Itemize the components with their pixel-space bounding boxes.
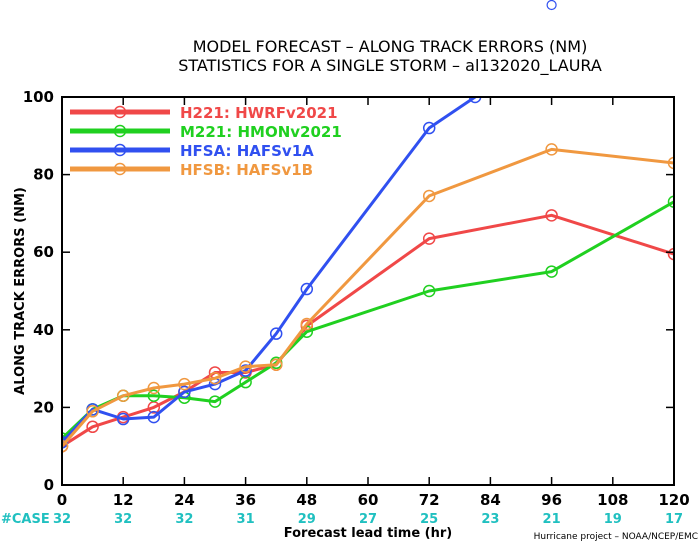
- data-point: [86, 420, 99, 434]
- y-tick-label: 0: [44, 476, 54, 494]
- data-point: [116, 412, 130, 426]
- x-tick-label: 0: [57, 491, 67, 509]
- legend-label: HFSA: HAFSv1A: [180, 142, 314, 160]
- case-count: 17: [665, 512, 683, 527]
- case-count: 32: [175, 512, 193, 527]
- data-point: [269, 327, 283, 340]
- data-point: [147, 410, 161, 424]
- y-tick-label: 40: [33, 321, 54, 339]
- y-tick-label: 80: [33, 166, 54, 184]
- case-count: 23: [481, 512, 499, 527]
- x-tick-label: 96: [541, 491, 562, 509]
- legend-marker: [113, 105, 127, 119]
- x-tick-label: 36: [235, 491, 256, 509]
- data-point: [147, 389, 161, 403]
- legend-label: H221: HWRFv2021: [180, 104, 338, 122]
- data-point: [147, 381, 161, 395]
- data-point: [545, 209, 558, 222]
- x-tick-label: 108: [597, 491, 628, 509]
- legend-marker: [113, 162, 127, 176]
- data-point: [468, 97, 482, 104]
- legend-label: M221: HMONv2021: [180, 123, 342, 141]
- y-tick-label: 100: [23, 88, 54, 106]
- data-point: [178, 377, 191, 391]
- data-point: [300, 317, 314, 331]
- data-point: [269, 358, 283, 371]
- data-point: [422, 121, 436, 135]
- data-point: [116, 389, 130, 403]
- series-layer: [62, 0, 674, 453]
- axes: 0 32 12 32 24 32 36 31 48 29 60 27 72 25 84 23 96 21 108 19…: [23, 88, 690, 527]
- x-axis-label: Forecast lead time (hr): [284, 526, 452, 541]
- legend-marker: [113, 143, 127, 157]
- data-point: [239, 364, 252, 377]
- case-count: 19: [604, 512, 622, 527]
- legend-label: HFSB: HAFSv1B: [180, 161, 313, 179]
- data-point: [422, 284, 436, 298]
- data-point: [422, 189, 436, 203]
- x-tick-label: 24: [174, 491, 195, 509]
- case-count: 32: [53, 512, 71, 527]
- y-axis-label: ALONG TRACK ERRORS (NM): [13, 187, 28, 395]
- data-point: [667, 156, 674, 170]
- x-tick-label: 12: [113, 491, 134, 509]
- data-point: [422, 232, 436, 245]
- chart-subtitle: STATISTICS FOR A SINGLE STORM – al132020…: [178, 56, 602, 76]
- x-tick-label: 60: [358, 491, 379, 509]
- data-point: [545, 265, 558, 278]
- data-point-offscale: [546, 0, 557, 11]
- x-tick-label: 72: [419, 491, 440, 509]
- data-point: [86, 405, 99, 418]
- data-point: [239, 360, 252, 373]
- x-tick-label: 48: [296, 491, 317, 509]
- case-label: #CASE: [1, 512, 50, 527]
- x-tick-label: 120: [658, 491, 689, 509]
- data-point: [62, 436, 69, 449]
- plot-frame: [61, 96, 675, 486]
- data-point: [178, 385, 191, 399]
- x-tick-label: 84: [480, 491, 501, 509]
- case-count: 27: [359, 512, 377, 527]
- data-point: [667, 247, 674, 261]
- y-tick-label: 20: [33, 398, 54, 416]
- series-hfsb: [62, 143, 674, 453]
- series-h221: [62, 209, 674, 453]
- case-count: 31: [237, 512, 255, 527]
- data-point: [208, 395, 222, 408]
- data-point: [300, 282, 314, 296]
- series-line: [62, 200, 674, 440]
- case-count: 25: [420, 512, 438, 527]
- chart-title: MODEL FORECAST – ALONG TRACK ERRORS (NM): [193, 37, 588, 56]
- case-count: 32: [114, 512, 132, 527]
- case-count: 21: [543, 512, 561, 527]
- y-tick-label: 60: [33, 243, 54, 261]
- data-point: [62, 439, 69, 453]
- data-point: [545, 143, 558, 156]
- series-m221: [62, 195, 674, 445]
- data-point: [208, 372, 222, 385]
- case-count: 29: [298, 512, 316, 527]
- credit-text: Hurricane project – NOAA/NCEP/EMC: [534, 532, 698, 542]
- series-hfsa: [62, 0, 557, 449]
- legend-marker: [113, 124, 127, 138]
- data-point: [667, 195, 674, 209]
